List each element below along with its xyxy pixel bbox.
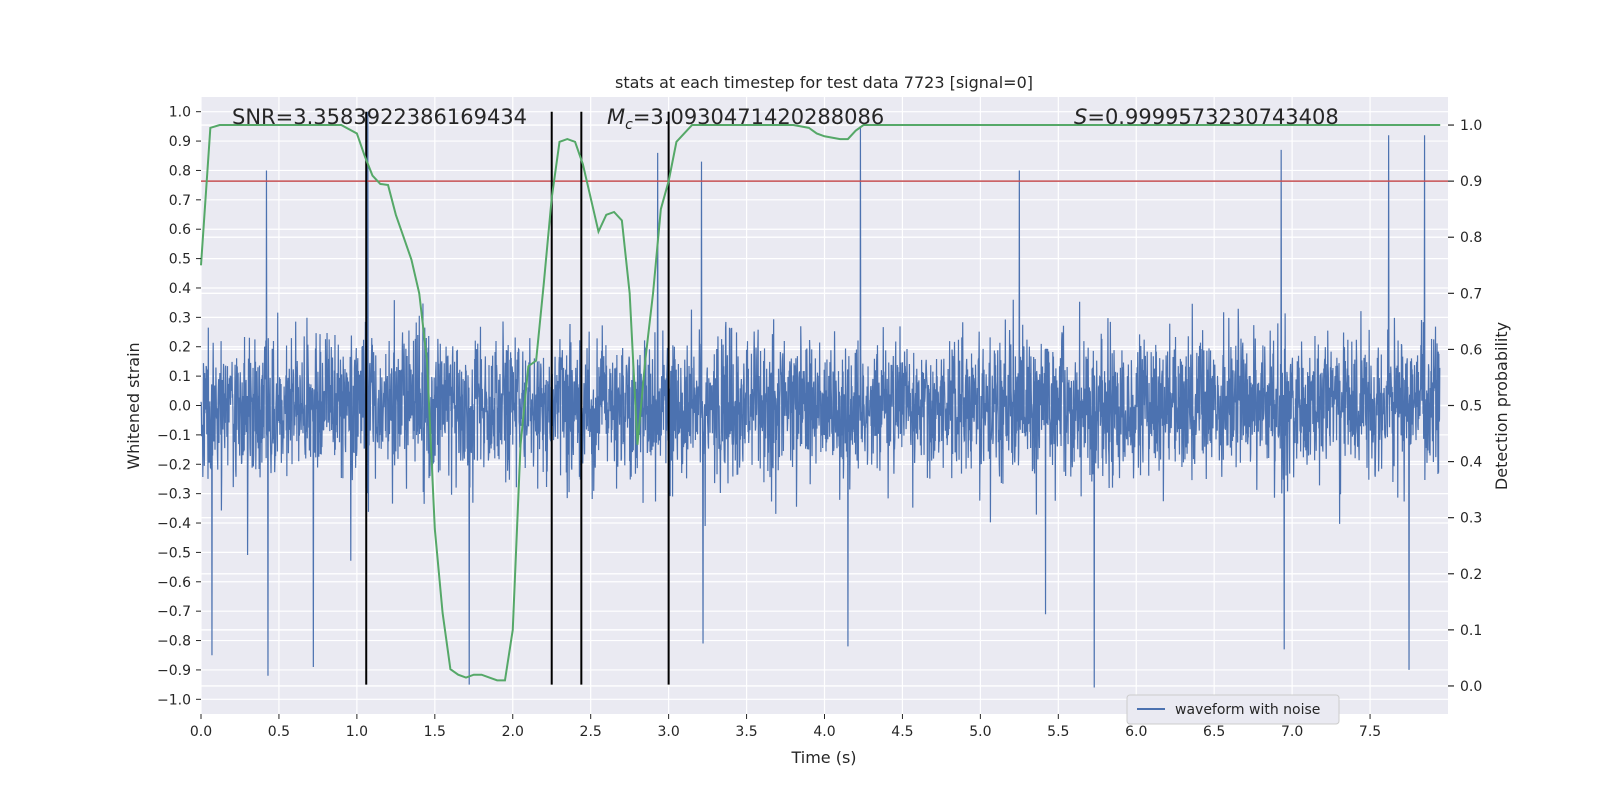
y-right-tick-label: 0.8 xyxy=(1460,230,1482,246)
y-left-tick-label: 0.9 xyxy=(169,134,191,150)
y-left-tick-label: −0.7 xyxy=(157,604,191,620)
x-axis-label: Time (s) xyxy=(790,748,856,767)
s-symbol: S xyxy=(1074,105,1087,129)
x-tick-label: 3.0 xyxy=(657,724,679,740)
chirp-mass-value: =3.0930471420288086 xyxy=(633,105,884,129)
y-left-tick-label: 0.7 xyxy=(169,193,191,209)
s-annotation: S=0.9999573230743408 xyxy=(1074,105,1339,129)
x-tick-label: 7.0 xyxy=(1281,724,1303,740)
legend-box xyxy=(1126,694,1340,725)
y-left-tick-label: −0.5 xyxy=(157,545,191,561)
y-left-ticks: 1.0 0.9 0.8 0.7 0.6 0.5 0.4 0.3 0.2 0.1 0.0 −0.1 −0.… xyxy=(157,105,201,708)
chirp-mass-subscript: c xyxy=(625,117,633,133)
y-left-tick-label: −0.9 xyxy=(157,663,191,679)
x-tick-label: 2.5 xyxy=(580,724,602,740)
y-left-tick-label: 0.5 xyxy=(169,252,191,268)
y-right-tick-label: 0.5 xyxy=(1460,399,1482,415)
waveform-line xyxy=(200,111,1441,688)
y-right-tick-label: 0.2 xyxy=(1460,567,1482,583)
x-tick-label: 6.5 xyxy=(1203,724,1225,740)
y-left-tick-label: −0.8 xyxy=(157,634,191,650)
y-left-tick-label: −0.4 xyxy=(157,516,191,532)
x-ticks: 0.0 0.5 1.0 1.5 2.0 2.5 3.0 3.5 4.0 4.5 5.0 5.5 6.0 6… xyxy=(190,714,1381,740)
y-left-tick-label: −1.0 xyxy=(157,692,191,708)
snr-annotation: SNR=3.3583922386169434 xyxy=(232,105,527,129)
y-axis-left-label: Whitened strain xyxy=(124,342,143,469)
y-right-tick-label: 0.4 xyxy=(1460,455,1482,471)
x-tick-label: 0.0 xyxy=(190,724,212,740)
y-left-tick-label: 0.1 xyxy=(169,369,191,385)
x-tick-label: 3.5 xyxy=(735,724,757,740)
y-right-tick-label: 0.3 xyxy=(1460,511,1482,527)
legend-label-waveform: waveform with noise xyxy=(1175,702,1320,718)
chart-title: stats at each timestep for test data 772… xyxy=(615,73,1033,92)
y-left-tick-label: 0.4 xyxy=(169,281,191,297)
x-tick-label: 4.0 xyxy=(813,724,835,740)
x-tick-label: 1.0 xyxy=(346,724,368,740)
x-tick-label: 4.5 xyxy=(891,724,913,740)
y-left-tick-label: 0.3 xyxy=(169,310,191,326)
y-right-tick-label: 0.6 xyxy=(1460,342,1482,358)
probability-series xyxy=(200,124,1441,682)
s-value: =0.9999573230743408 xyxy=(1087,105,1338,129)
legend: waveform with noise xyxy=(1126,694,1340,725)
x-tick-label: 5.0 xyxy=(969,724,991,740)
chirp-mass-symbol: M xyxy=(607,105,625,129)
x-tick-label: 2.0 xyxy=(502,724,524,740)
waveform-series xyxy=(200,111,1441,688)
y-right-ticks: 1.0 0.9 0.8 0.7 0.6 0.5 0.4 0.3 0.2 0.1 0.0 xyxy=(1448,118,1482,695)
y-left-tick-label: −0.2 xyxy=(157,457,191,473)
y-left-tick-label: −0.6 xyxy=(157,575,191,591)
y-right-tick-label: 0.9 xyxy=(1460,174,1482,190)
y-right-tick-label: 0.1 xyxy=(1460,623,1482,639)
x-tick-label: 6.0 xyxy=(1125,724,1147,740)
chirp-mass-annotation: Mc=3.0930471420288086 xyxy=(607,105,884,133)
y-left-tick-label: 0.8 xyxy=(169,163,191,179)
y-left-tick-label: −0.3 xyxy=(157,487,191,503)
y-left-tick-label: −0.1 xyxy=(157,428,191,444)
x-tick-label: 1.5 xyxy=(424,724,446,740)
x-tick-label: 0.5 xyxy=(268,724,290,740)
y-right-tick-label: 1.0 xyxy=(1460,118,1482,134)
y-right-tick-label: 0.7 xyxy=(1460,286,1482,302)
y-axis-right-label: Detection probability xyxy=(1492,322,1511,490)
y-left-tick-label: 0.0 xyxy=(169,399,191,415)
x-tick-label: 5.5 xyxy=(1047,724,1069,740)
y-left-tick-label: 0.6 xyxy=(169,222,191,238)
x-tick-label: 7.5 xyxy=(1359,724,1381,740)
y-left-tick-label: 1.0 xyxy=(169,105,191,121)
y-right-tick-label: 0.0 xyxy=(1460,679,1482,695)
y-left-tick-label: 0.2 xyxy=(169,340,191,356)
